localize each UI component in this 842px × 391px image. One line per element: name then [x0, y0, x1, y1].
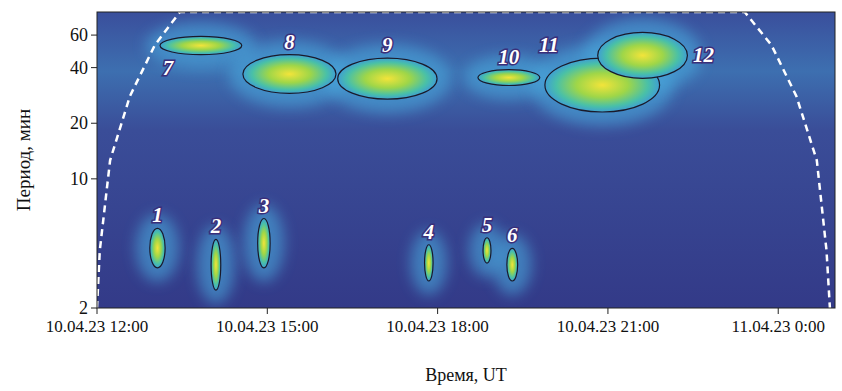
significant-region — [150, 228, 165, 268]
x-tick — [97, 308, 98, 314]
x-tick-label: 10.04.23 15:00 — [216, 317, 318, 336]
significant-region — [507, 248, 518, 281]
x-axis-title: Время, UT — [425, 365, 507, 385]
y-tick — [91, 67, 97, 68]
significant-region — [258, 219, 270, 268]
plot-area — [97, 12, 835, 308]
region-label: 6 — [507, 223, 518, 247]
x-tick-label: 10.04.23 12:00 — [46, 317, 148, 336]
region-label: 9 — [382, 33, 393, 57]
chart: 2 10 20 40 60 10.04.23 12:00 10.04.23 15:00 10.… — [0, 0, 842, 391]
y-tick — [91, 123, 97, 124]
cone-of-influence — [97, 12, 830, 308]
region-label: 4 — [423, 220, 435, 244]
region-label: 3 — [258, 194, 270, 218]
y-tick — [91, 35, 97, 36]
x-tick-label: 11.04.23 0:00 — [732, 317, 825, 336]
y-tick-label: 2 — [79, 298, 88, 318]
region-label: 2 — [210, 214, 222, 238]
region-label: 8 — [284, 30, 295, 54]
significant-region — [211, 239, 221, 290]
x-tick — [267, 308, 268, 314]
y-tick-label: 20 — [70, 113, 88, 133]
background — [97, 12, 835, 308]
x-tick-label: 10.04.23 21:00 — [557, 317, 659, 336]
significant-region — [598, 32, 688, 78]
x-tick — [437, 308, 438, 314]
significant-region — [243, 55, 336, 94]
x-tick — [778, 308, 779, 314]
region-label: 11 — [539, 33, 559, 57]
region-label: 12 — [693, 43, 715, 67]
region-label: 10 — [498, 45, 520, 69]
significant-region — [483, 238, 491, 263]
significant-region — [425, 245, 434, 281]
region-label: 7 — [163, 56, 175, 80]
y-tick — [91, 308, 97, 309]
frame — [97, 12, 835, 308]
significant-region — [478, 70, 540, 86]
significant-region — [160, 36, 242, 54]
y-tick-label: 60 — [70, 25, 88, 45]
y-tick-label: 40 — [70, 58, 88, 78]
x-tick — [607, 308, 608, 314]
y-tick — [91, 178, 97, 179]
significant-region — [338, 58, 437, 99]
y-tick-label: 10 — [70, 169, 88, 189]
region-label: 5 — [482, 213, 493, 237]
x-tick-label: 10.04.23 18:00 — [386, 317, 488, 336]
y-axis-title: Период, мин — [13, 109, 34, 211]
region-label: 1 — [152, 203, 163, 227]
